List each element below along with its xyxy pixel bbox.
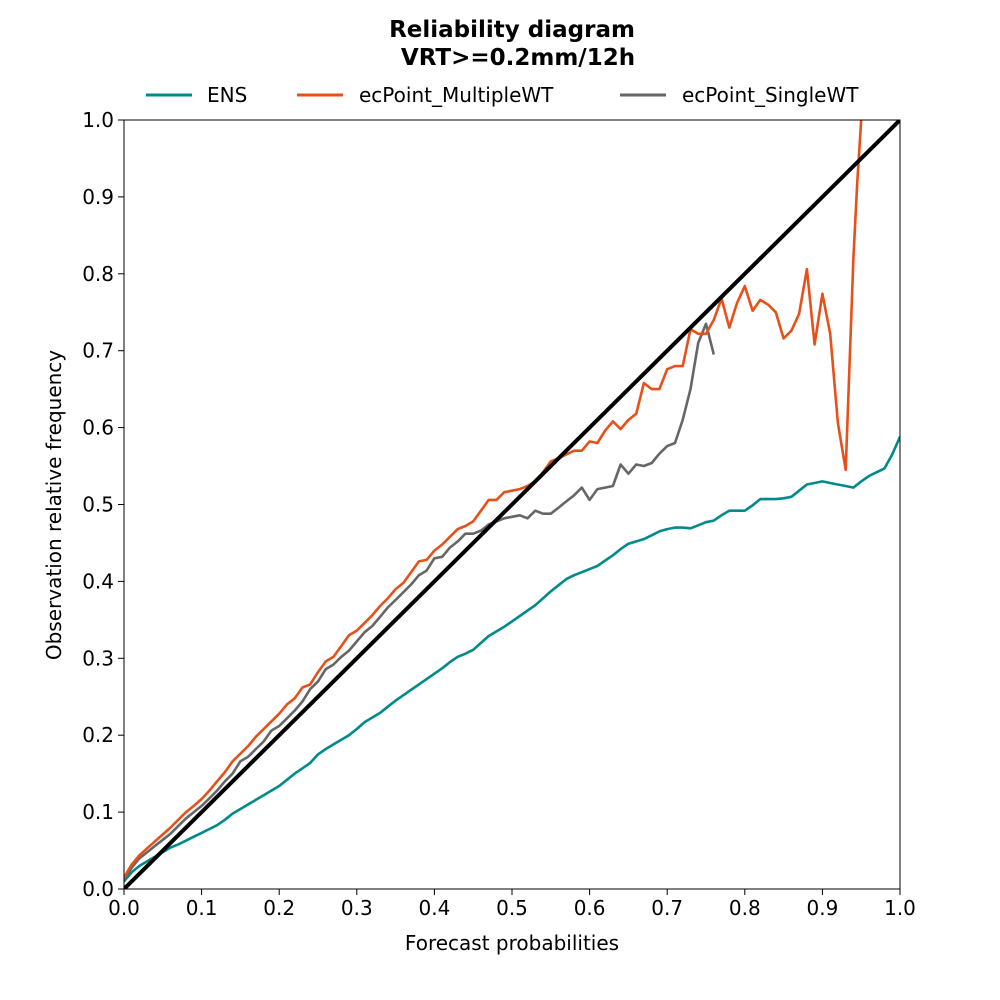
y-tick-label: 0.1 bbox=[82, 800, 114, 824]
y-tick-label: 0.8 bbox=[82, 262, 114, 286]
x-tick-label: 0.0 bbox=[108, 896, 140, 920]
y-tick-label: 0.2 bbox=[82, 723, 114, 747]
y-tick-label: 0.6 bbox=[82, 416, 114, 440]
y-tick-label: 1.0 bbox=[82, 108, 114, 132]
x-tick-label: 0.9 bbox=[806, 896, 838, 920]
series-line-diagonal bbox=[124, 120, 900, 889]
y-tick-label: 0.9 bbox=[82, 185, 114, 209]
y-axis-label: Observation relative frequency bbox=[42, 350, 66, 660]
x-tick-label: 0.1 bbox=[186, 896, 218, 920]
x-tick-label: 0.8 bbox=[729, 896, 761, 920]
chart-title: Reliability diagram bbox=[389, 17, 635, 43]
x-tick-label: 0.7 bbox=[651, 896, 683, 920]
legend: ENS ecPoint_MultipleWT ecPoint_SingleWT bbox=[146, 83, 859, 107]
x-tick-label: 0.3 bbox=[341, 896, 373, 920]
x-tick-label: 0.2 bbox=[263, 896, 295, 920]
series-line-ens bbox=[124, 436, 900, 883]
legend-label-ens: ENS bbox=[207, 83, 247, 107]
series-line-multiplewt bbox=[124, 120, 863, 879]
legend-label-singlewt: ecPoint_SingleWT bbox=[682, 83, 859, 107]
y-axis: 0.0 0.1 0.2 0.3 0.4 0.5 0.6 0.7 0.8 0.9 1.0 bbox=[82, 108, 124, 901]
chart-subtitle: VRT>=0.2mm/12h bbox=[401, 45, 635, 71]
y-tick-label: 0.7 bbox=[82, 339, 114, 363]
x-axis: 0.0 0.1 0.2 0.3 0.4 0.5 0.6 0.7 0.8 0.9 1.0 bbox=[108, 889, 916, 920]
y-tick-label: 0.5 bbox=[82, 493, 114, 517]
x-tick-label: 1.0 bbox=[884, 896, 916, 920]
series-layer bbox=[124, 120, 900, 889]
y-tick-label: 0.0 bbox=[82, 877, 114, 901]
series-line-singlewt bbox=[124, 322, 716, 881]
legend-label-multiplewt: ecPoint_MultipleWT bbox=[359, 83, 554, 107]
x-tick-label: 0.5 bbox=[496, 896, 528, 920]
x-tick-label: 0.6 bbox=[574, 896, 606, 920]
y-tick-label: 0.4 bbox=[82, 569, 114, 593]
y-tick-label: 0.3 bbox=[82, 646, 114, 670]
x-axis-label: Forecast probabilities bbox=[405, 931, 619, 955]
x-tick-label: 0.4 bbox=[418, 896, 450, 920]
